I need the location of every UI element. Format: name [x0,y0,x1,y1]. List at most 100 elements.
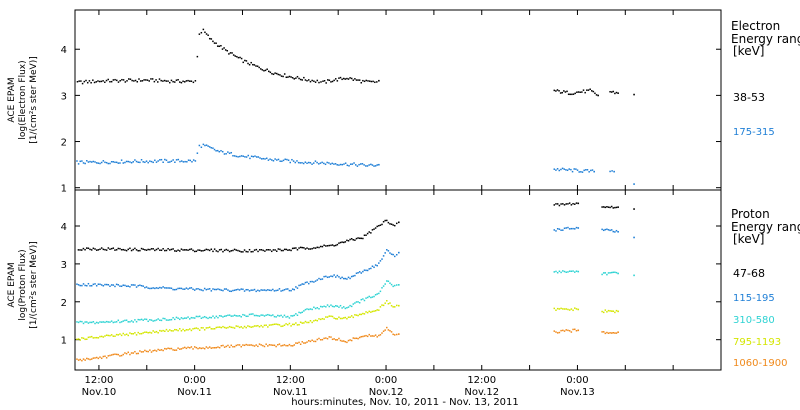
proton-point-115-195 [210,290,213,292]
proton-point-47-68 [563,204,566,206]
proton-point-47-68 [185,249,188,251]
proton-point-115-195 [358,271,361,273]
proton-point-310-580 [227,314,229,317]
electron-point-38-53 [160,79,162,82]
electron-point-175-315 [165,159,168,162]
proton-point-310-580 [114,321,116,323]
proton-point-115-195 [328,276,331,278]
electron-point-38-53 [196,55,199,58]
electron-point-38-53 [347,78,350,80]
electron-point-38-53 [293,78,296,80]
proton-point-795-1193 [238,326,241,329]
proton-point-47-68 [355,237,358,240]
proton-point-795-1193 [277,323,279,326]
electron-point-175-315 [87,161,90,163]
proton-point-795-1193 [100,335,103,338]
proton-point-115-195 [139,284,141,286]
electron-ytick-label-1: 1 [61,184,67,195]
proton-point-115-195 [223,288,226,290]
electron-point-38-53 [576,91,578,93]
proton-point-1060-1900 [339,339,342,342]
proton-point-1060-1900 [230,344,233,347]
proton-point-1060-1900 [165,348,168,350]
proton-point-310-580 [237,315,239,317]
proton-point-47-68 [575,202,578,204]
proton-point-115-195 [125,285,128,288]
proton-point-115-195 [318,277,320,280]
proton-point-115-195 [97,283,100,285]
electron-point-175-315 [189,159,192,162]
proton-point-1060-1900 [183,346,186,349]
electron-point-175-315 [223,153,226,155]
proton-point-115-195 [109,285,111,288]
proton-point-115-195 [232,289,234,292]
proton-point-310-580 [394,284,396,287]
electron-point-175-315 [210,147,213,149]
electron-point-38-53 [277,73,280,76]
proton-point-1060-1900 [215,346,218,349]
proton-point-115-195 [365,269,367,272]
electron-point-38-53 [226,50,229,52]
proton-point-47-68 [282,249,284,252]
electron-point-38-53 [247,62,249,65]
proton-point-795-1193 [574,307,576,309]
proton-point-115-195 [190,287,193,289]
proton-point-115-195 [243,290,246,292]
proton-point-115-195 [242,288,244,291]
proton-point-310-580 [225,315,228,317]
proton-point-47-68 [280,249,283,252]
proton-point-1060-1900 [213,347,216,349]
proton-point-115-195 [316,279,319,281]
electron-point-175-315 [279,160,281,162]
electron-point-175-315 [291,158,293,161]
electron-point-38-53 [141,80,144,82]
proton-point-795-1193 [223,326,226,329]
proton-ylabel-line3: [1/(cm²s ster MeV)] [29,241,39,328]
electron-point-38-53 [102,80,104,82]
proton-point-310-580 [396,284,398,286]
proton-point-1060-1900 [81,359,83,362]
proton-point-115-195 [283,288,286,291]
proton-point-1060-1900 [125,352,128,355]
proton-point-47-68 [142,248,144,250]
proton-point-47-68 [365,234,367,236]
electron-point-175-315 [306,162,308,165]
proton-series-795-1193 [76,300,619,341]
proton-point-310-580 [398,284,400,286]
electron-point-175-315 [84,162,86,165]
proton-point-795-1193 [200,327,203,329]
proton-point-795-1193 [182,328,184,331]
proton-point-115-195 [379,260,382,262]
proton-point-795-1193 [333,317,335,319]
proton-point-310-580 [170,318,173,321]
proton-point-310-580 [389,282,391,284]
proton-point-47-68 [157,247,159,250]
proton-point-47-68 [333,245,335,247]
proton-point-115-195 [323,275,325,278]
proton-point-310-580 [328,305,331,308]
proton-point-1060-1900 [155,350,158,352]
proton-point-47-68 [272,249,275,251]
electron-point-38-53 [559,92,562,94]
electron-point-38-53 [322,80,324,82]
proton-point-47-68 [347,240,350,242]
proton-point-1060-1900 [398,333,400,335]
proton-point-795-1193 [130,333,133,335]
proton-point-1060-1900 [389,330,391,332]
proton-point-47-68 [290,249,292,252]
electron-point-38-53 [122,79,125,81]
electron-point-38-53 [218,45,221,48]
electron-point-175-315 [354,164,357,166]
proton-point-115-195 [174,288,176,291]
proton-point-795-1193 [575,308,578,310]
proton-point-47-68 [265,249,268,251]
proton-point-795-1193 [570,308,573,310]
proton-point-115-195 [553,229,556,231]
proton-point-1060-1900 [205,346,208,348]
proton-point-310-580 [260,314,262,316]
proton-point-310-580 [314,307,317,310]
proton-point-310-580 [572,270,574,272]
proton-point-310-580 [306,308,308,310]
proton-point-795-1193 [572,309,574,312]
electron-point-175-315 [565,169,567,171]
